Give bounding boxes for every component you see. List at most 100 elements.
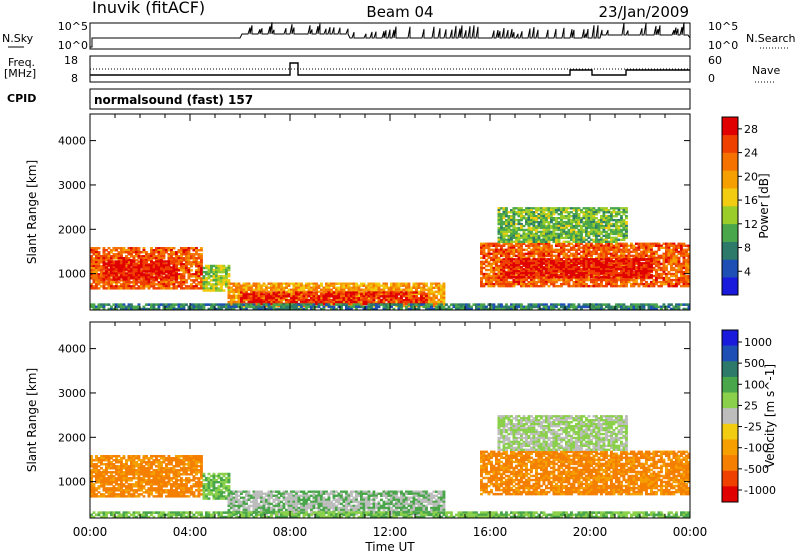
scatter-cell <box>117 264 121 267</box>
scatter-cell <box>512 209 516 212</box>
scatter-cell <box>560 258 563 261</box>
scatter-cell <box>642 278 646 282</box>
scatter-cell <box>177 255 181 258</box>
scatter-cell <box>165 264 168 267</box>
scatter-cell <box>352 293 356 296</box>
scatter-cell <box>502 266 506 269</box>
scatter-cell <box>255 288 258 292</box>
scatter-cell <box>587 276 591 280</box>
scatter-cell <box>565 280 568 284</box>
scatter-cell <box>180 283 183 286</box>
scatter-cell <box>240 300 243 304</box>
scatter-cell <box>520 236 523 240</box>
scatter-cell <box>172 283 176 286</box>
scatter-cell <box>512 216 516 220</box>
scatter-cell <box>542 276 546 280</box>
scatter-cell <box>605 284 608 288</box>
scatter-cell <box>407 293 411 296</box>
scatter-cell <box>567 282 571 286</box>
scatter-cell <box>555 274 558 277</box>
scatter-cell <box>372 291 376 294</box>
scatter-cell <box>115 253 118 256</box>
scatter-cell <box>290 297 293 300</box>
scatter-cell <box>150 259 153 262</box>
scatter-cell <box>292 284 296 287</box>
scatter-cell <box>675 244 678 248</box>
scatter-cell <box>170 266 173 269</box>
scatter-cell <box>547 272 551 275</box>
scatter-cell <box>207 264 211 268</box>
scatter-cell <box>667 284 671 288</box>
scatter-cell <box>92 263 96 266</box>
scatter-cell <box>537 207 541 210</box>
scatter-cell <box>620 280 623 284</box>
scatter-cell <box>162 276 166 279</box>
scatter-cell <box>150 283 153 286</box>
scatter-cell <box>517 226 521 230</box>
scatter-cell <box>557 242 561 246</box>
scatter-cell <box>627 264 631 267</box>
scatter-cell <box>500 215 503 218</box>
scatter-cell <box>105 259 108 262</box>
scatter-cell <box>297 288 301 292</box>
scatter-cell <box>485 252 488 256</box>
scatter-cell <box>550 250 553 254</box>
scatter-cell <box>332 292 336 296</box>
scatter-cell <box>557 262 561 265</box>
scatter-cell <box>302 297 306 300</box>
scatter-cell <box>585 266 588 269</box>
scatter-cell <box>145 266 148 269</box>
scatter-cell <box>560 224 563 228</box>
scatter-cell <box>380 298 383 302</box>
scatter-cell <box>417 284 421 287</box>
scatter-cell <box>562 207 566 210</box>
scatter-cell <box>542 230 546 234</box>
scatter-cell <box>502 226 506 230</box>
scatter-cell <box>420 288 423 292</box>
scatter-cell <box>197 267 201 270</box>
scatter-cell <box>632 260 636 263</box>
scatter-cell <box>502 228 506 232</box>
scatter-cell <box>492 284 496 288</box>
scatter-cell <box>512 250 516 254</box>
scatter-cell <box>632 256 636 260</box>
scatter-cell <box>250 300 253 304</box>
scatter-cell <box>612 270 616 273</box>
scatter-cell <box>280 295 283 298</box>
scatter-cell <box>545 232 548 236</box>
scatter-cell <box>597 254 601 258</box>
scatter-cell <box>400 298 403 302</box>
scatter-cell <box>567 230 571 234</box>
scatter-cell <box>145 255 148 258</box>
scatter-cell <box>582 256 586 260</box>
scatter-cell <box>687 254 691 258</box>
scatter-cell <box>312 282 316 285</box>
scatter-cell <box>527 220 531 224</box>
scatter-cell <box>655 244 658 248</box>
scatter-cell <box>130 259 133 262</box>
scatter-cell <box>142 259 146 262</box>
scatter-cell <box>567 242 571 246</box>
scatter-cell <box>107 247 111 250</box>
scatter-cell <box>525 244 528 248</box>
scatter-cell <box>497 207 501 210</box>
scatter-cell <box>675 282 678 286</box>
scatter-cell <box>547 254 551 258</box>
scatter-cell <box>672 262 676 266</box>
scatter-cell <box>527 226 531 230</box>
scatter-cell <box>197 287 201 290</box>
scatter-cell <box>495 248 498 252</box>
scatter-cell <box>340 300 343 304</box>
scatter-cell <box>537 256 541 260</box>
scatter-cell <box>570 232 573 236</box>
scatter-cell <box>647 272 651 275</box>
scatter-cell <box>557 284 561 288</box>
scatter-cell <box>365 298 368 302</box>
scatter-cell <box>497 268 501 272</box>
scatter-cell <box>652 268 656 272</box>
scatter-cell <box>687 258 691 262</box>
scatter-cell <box>572 276 576 279</box>
scatter-cell <box>587 278 591 282</box>
scatter-cell <box>482 250 486 254</box>
scatter-cell <box>190 247 193 250</box>
